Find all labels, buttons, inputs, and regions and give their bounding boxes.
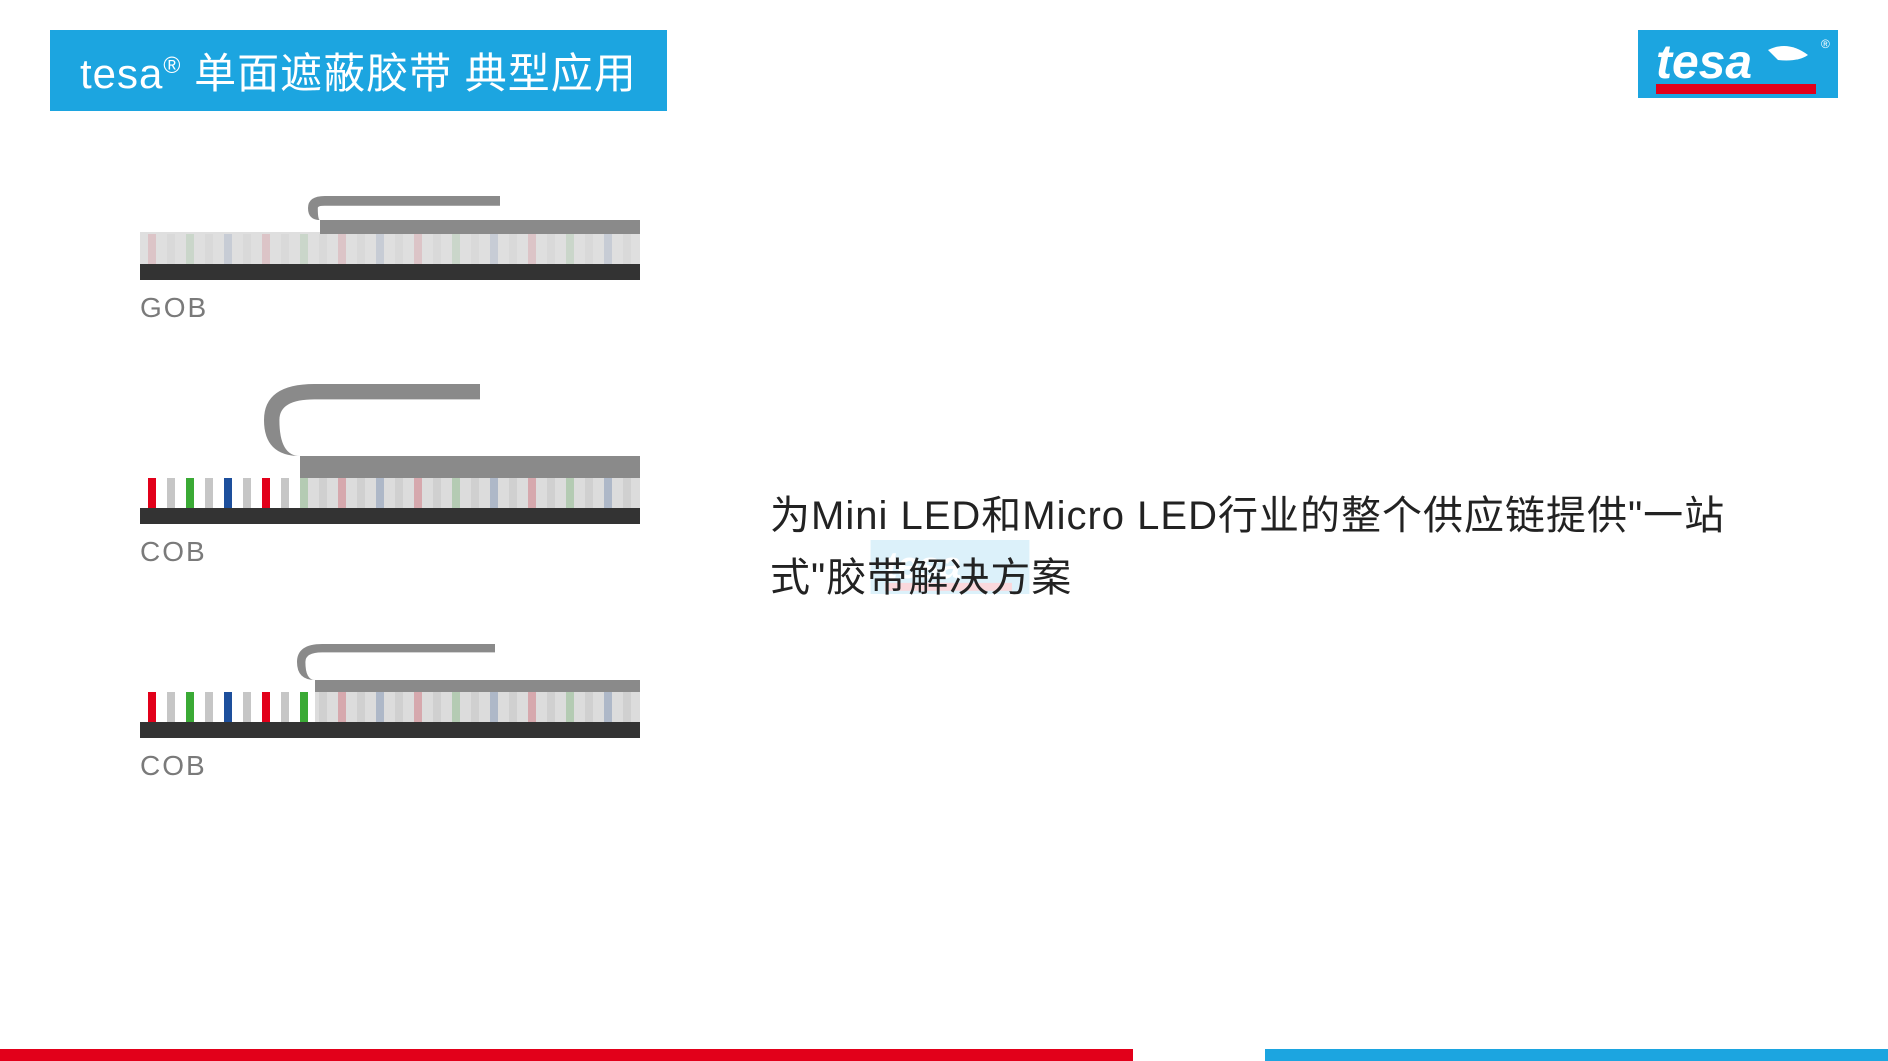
diagram-column: GOB COB COB — [140, 170, 660, 842]
diagram-label: COB — [140, 750, 660, 782]
description-text: 为Mini LED和Micro LED行业的整个供应链提供"一站式"胶带解决方案 — [770, 485, 1820, 609]
footer-red-bar — [0, 1049, 1133, 1061]
title-reg: ® — [163, 52, 181, 78]
diagram-label: COB — [140, 536, 660, 568]
title-rest: 单面遮蔽胶带 典型应用 — [181, 50, 636, 97]
diagram-label: GOB — [140, 292, 660, 324]
footer-gap — [1133, 1049, 1265, 1061]
footer-stripe — [0, 1049, 1888, 1061]
diagram-cob-1: COB — [140, 384, 660, 568]
title-brand: tesa — [80, 50, 163, 97]
footer-blue-bar — [1265, 1049, 1888, 1061]
diagram-cob-2: COB — [140, 628, 660, 782]
svg-text:tesa: tesa — [1656, 36, 1752, 89]
page-title: tesa® 单面遮蔽胶带 典型应用 — [50, 30, 667, 111]
tesa-logo: tesa ® — [1638, 30, 1838, 98]
diagram-gob: GOB — [140, 170, 660, 324]
svg-text:®: ® — [1821, 37, 1830, 51]
